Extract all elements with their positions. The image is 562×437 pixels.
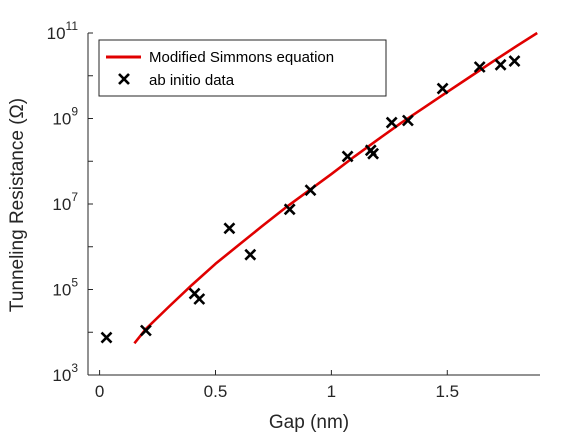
marker-stroke [385,116,398,129]
y-tick-label: 1011 [47,19,79,43]
marker-stroke [188,287,201,300]
marker-stroke [473,61,486,73]
data-point [494,58,507,71]
x-axis-label: Gap (nm) [269,412,349,433]
data-point [139,324,152,337]
legend: Modified Simmons equation ab initio data [98,39,387,97]
tick-labels: 0 0.5 1 1.5 103 105 107 109 1011 [47,19,459,401]
marker-stroke [508,55,521,68]
data-point [100,331,113,344]
data-point [283,203,296,216]
data-point [473,61,486,73]
marker-stroke [223,222,236,235]
data-point [341,150,354,163]
legend-marker-swatch [118,73,130,85]
marker-stroke [436,82,449,95]
y-tick-label: 109 [52,105,78,129]
legend-label-simmons: Modified Simmons equation [149,49,334,66]
marker-stroke [341,150,354,163]
x-tick-label: 0.5 [204,382,228,401]
marker-stroke [244,248,257,261]
x-tick-label: 1.5 [435,382,459,401]
data-point [401,114,414,127]
marker-stroke [494,58,507,71]
legend-label-abinitio: ab initio data [149,72,235,89]
data-point [304,184,317,197]
y-tick-label: 107 [52,190,78,214]
marker-stroke [401,114,414,127]
legend-box [98,39,387,97]
data-point [367,147,380,160]
data-markers-layer [100,55,521,344]
simmons-curve-layer [133,31,538,345]
marker-stroke [283,203,296,216]
y-axis-label: Tunneling Resistance (Ω) [7,98,28,312]
data-point [244,248,257,261]
marker-stroke [367,147,380,160]
y-tick-label: 103 [52,361,78,385]
simmons-curve [133,31,538,345]
data-point [385,116,398,129]
marker-stroke [100,331,113,344]
marker-stroke [139,324,152,337]
y-tick-label: 105 [52,276,78,300]
marker-stroke [304,184,317,197]
marker-stroke [193,293,206,305]
data-point [508,55,521,68]
data-point [193,293,206,305]
axes [87,32,540,376]
x-tick-label: 1 [327,382,336,401]
data-point [223,222,236,235]
data-point [436,82,449,95]
x-tick-label: 0 [95,382,104,401]
